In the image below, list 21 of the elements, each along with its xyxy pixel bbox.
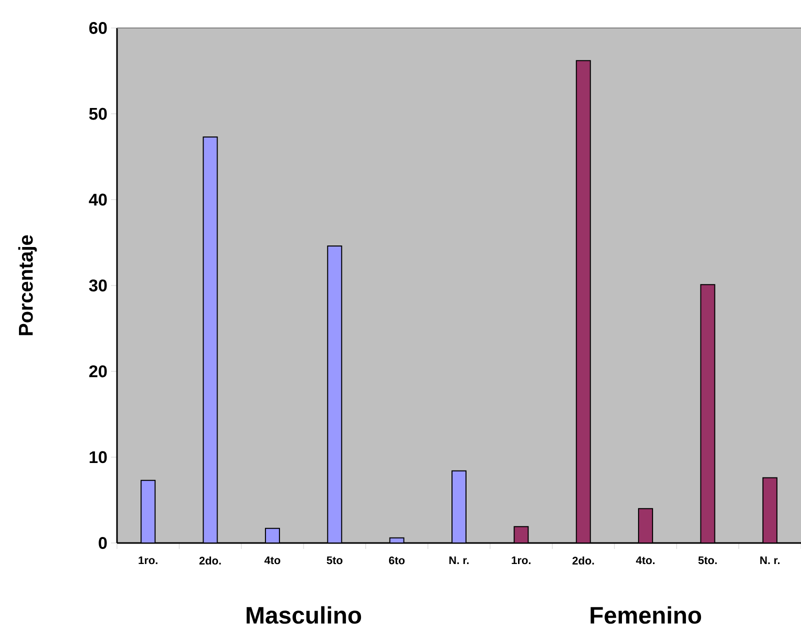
x-tick-label: 1ro. <box>138 556 158 564</box>
x-tick-label: N. r. <box>449 556 469 564</box>
y-tick-label: 60 <box>89 22 107 34</box>
text: Femenino <box>590 606 702 624</box>
y-tick-label: 50 <box>89 108 107 120</box>
y-tick-label: 20 <box>89 365 107 378</box>
text: Masculino <box>246 606 362 624</box>
x-tick-label: 4to. <box>636 556 655 564</box>
x-tick-label: 5to. <box>698 556 717 564</box>
y-tick-label: 0 <box>98 536 107 549</box>
x-tick-label: 4to <box>264 556 280 564</box>
x-tick-label: 5to <box>326 556 342 564</box>
x-tick-label: 6to <box>389 556 405 564</box>
y-axis-title: Porcentaje <box>18 235 37 336</box>
x-tick-label: 1ro. <box>512 556 530 564</box>
y-tick-label: 30 <box>89 279 107 292</box>
y-tick-label: 40 <box>88 194 107 206</box>
x-tick-label: N. r. <box>760 556 780 564</box>
y-tick-label: 10 <box>90 451 107 464</box>
x-tick-label: 2do. <box>199 556 221 565</box>
x-tick-label: 2do. <box>572 556 594 565</box>
